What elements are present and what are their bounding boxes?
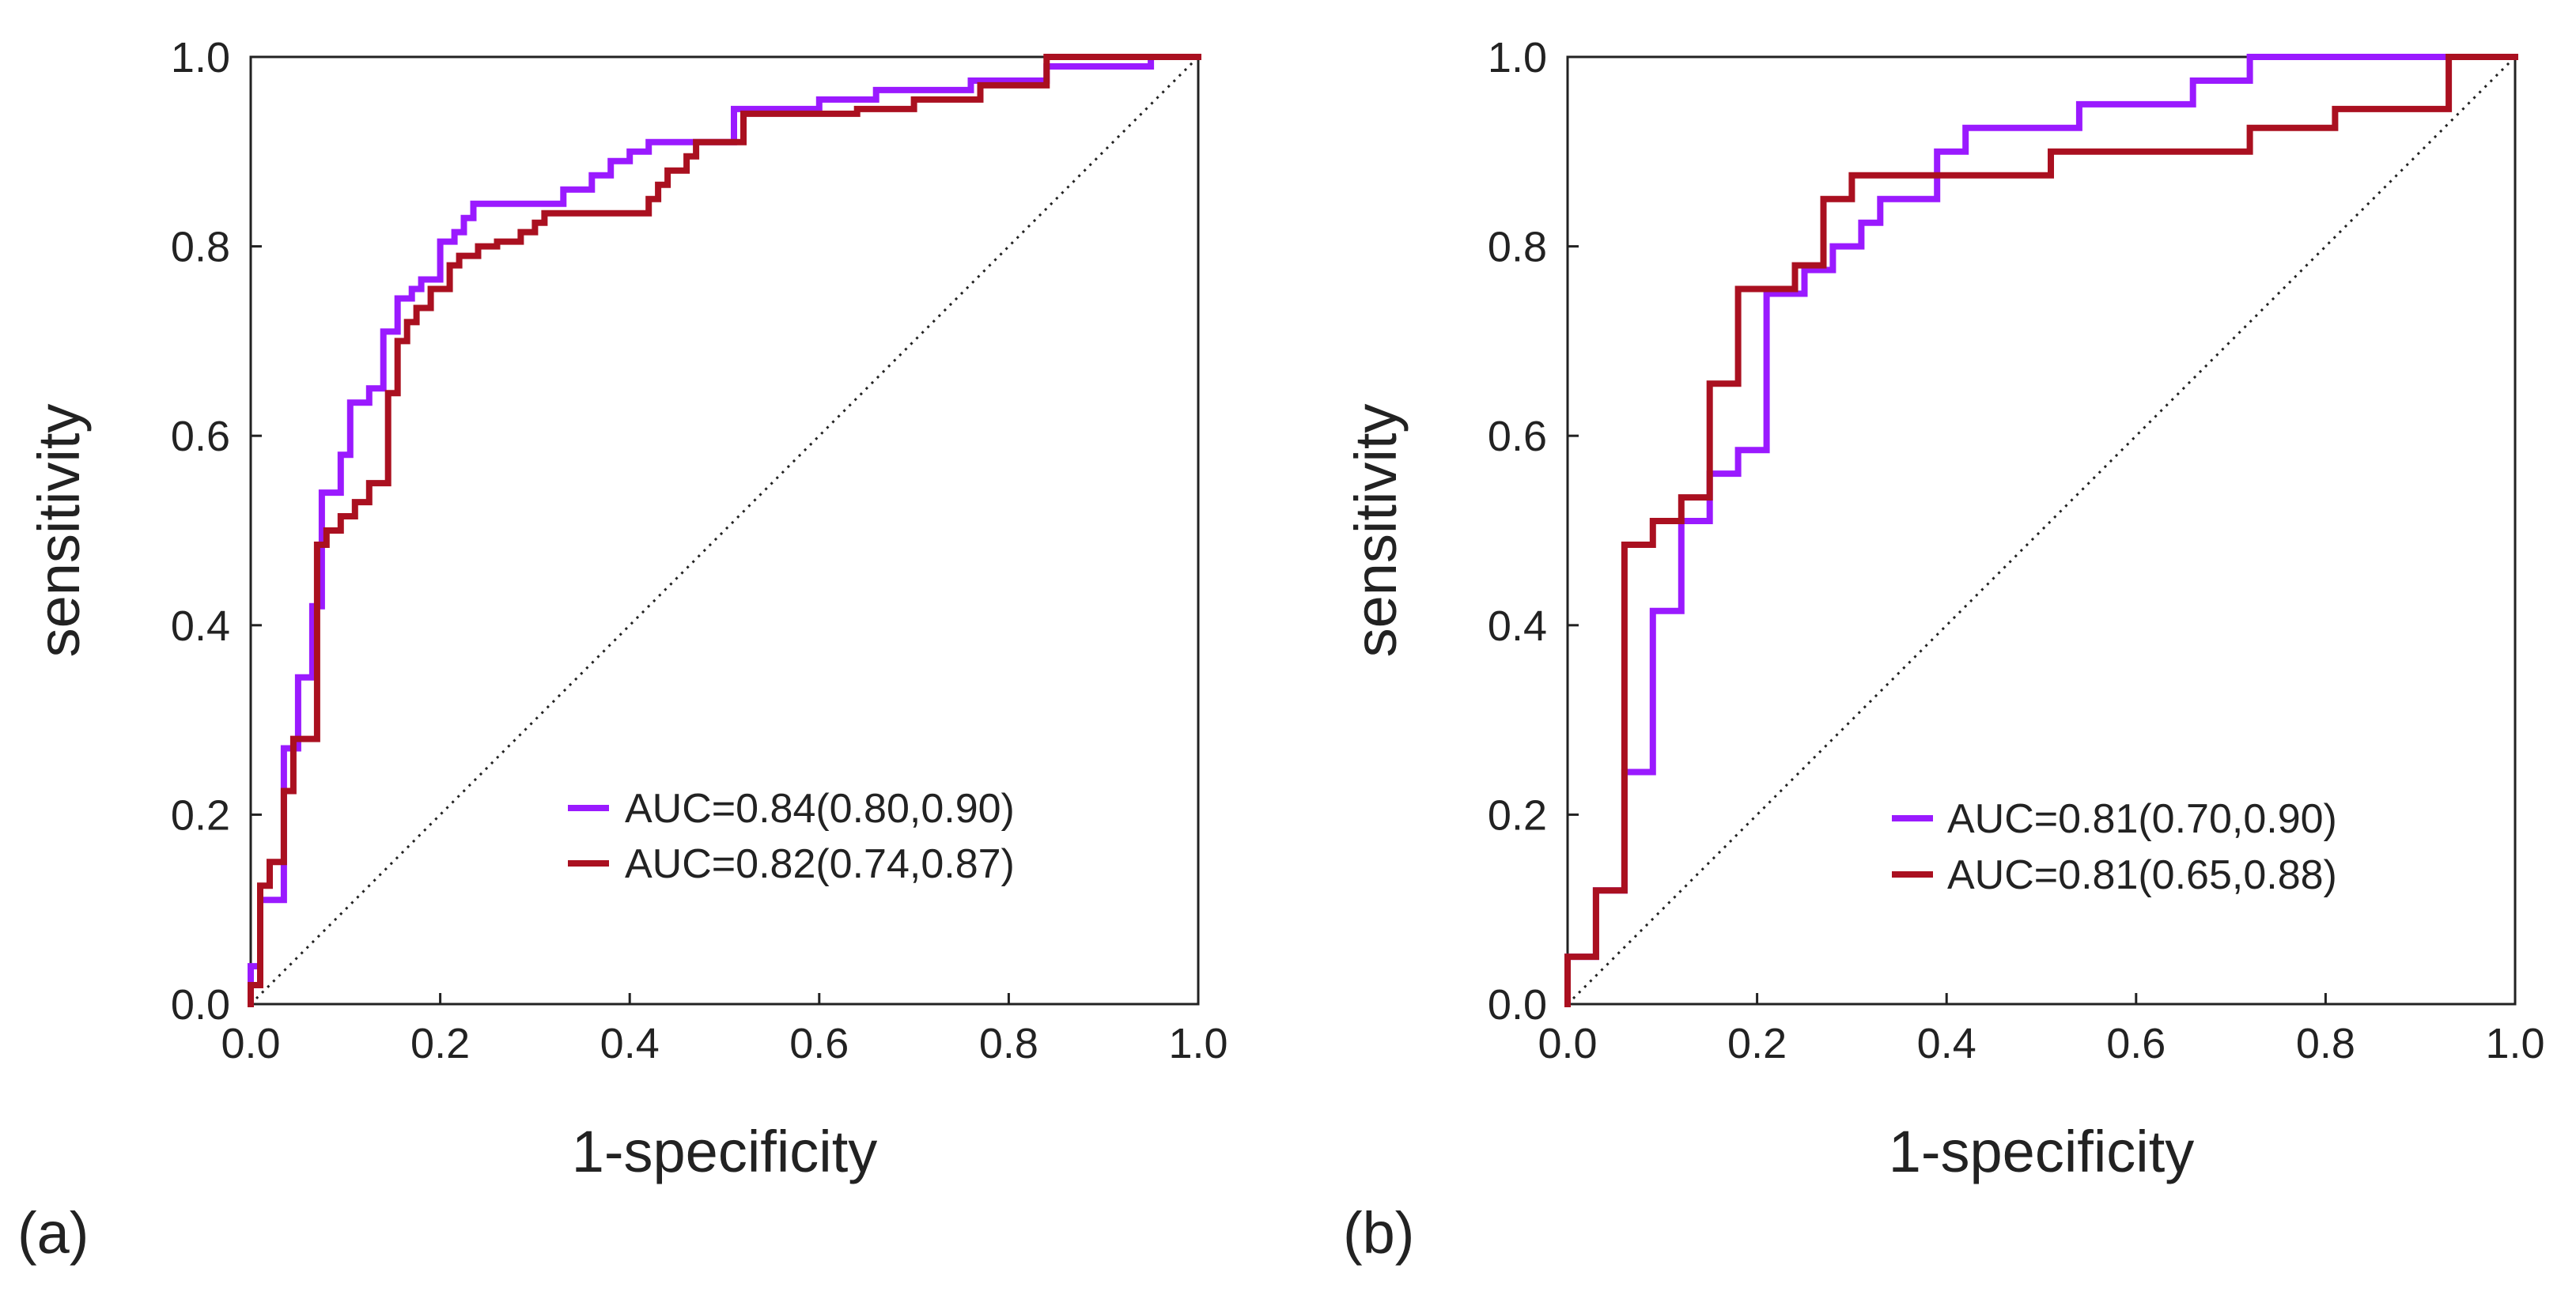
diagonal-reference-line	[1566, 55, 2517, 1006]
panel-label: (b)	[1343, 1200, 1414, 1266]
roc-curve-series-2	[248, 54, 1201, 1007]
x-tick-label: 0.0	[1538, 1020, 1597, 1067]
x-tick-label: 0.6	[2106, 1020, 2166, 1067]
y-tick-label: 0.6	[171, 413, 230, 460]
axis-ticks: 0.0 0.2 0.4 0.6 0.8 1.0 0.0 0.2 0.4 0.6 0.8 1.0	[1488, 34, 2545, 1067]
y-axis-title: sensitivity	[1343, 404, 1409, 658]
legend-label-series-2: AUC=0.81(0.65,0.88)	[1947, 852, 2337, 898]
x-tick-label: 0.8	[2296, 1020, 2355, 1067]
y-tick-label: 1.0	[171, 34, 230, 81]
y-tick-label: 0.2	[1488, 791, 1547, 839]
plot-frame	[1566, 55, 2517, 1006]
x-tick-label: 0.0	[221, 1020, 280, 1067]
legend-label-series-1: AUC=0.84(0.80,0.90)	[625, 786, 1015, 832]
x-tick-label: 0.2	[410, 1020, 470, 1067]
y-tick-label: 0.8	[1488, 224, 1547, 271]
y-tick-label: 0.0	[1488, 981, 1547, 1029]
legend-label-series-2: AUC=0.82(0.74,0.87)	[625, 841, 1015, 887]
x-tick-label: 1.0	[1168, 1020, 1227, 1067]
x-tick-label: 0.6	[789, 1020, 849, 1067]
y-tick-label: 0.6	[1488, 413, 1547, 460]
x-tick-label: 0.8	[979, 1020, 1038, 1067]
legend: AUC=0.81(0.70,0.90) AUC=0.81(0.65,0.88)	[1892, 796, 2337, 898]
legend-label-series-1: AUC=0.81(0.70,0.90)	[1947, 796, 2337, 842]
x-tick-label: 0.4	[1917, 1020, 1976, 1067]
roc-curve-series-1	[1564, 54, 2518, 1007]
series-layer	[248, 54, 1201, 1007]
roc-curve-series-2	[1564, 54, 2518, 1007]
y-tick-label: 0.4	[171, 602, 230, 650]
y-tick-label: 0.8	[171, 224, 230, 271]
y-axis-title: sensitivity	[26, 404, 92, 658]
plot-frame	[249, 55, 1200, 1006]
y-tick-label: 0.0	[171, 981, 230, 1029]
x-axis-title: 1-specificity	[572, 1119, 878, 1184]
panel-label: (a)	[17, 1200, 89, 1266]
y-tick-label: 0.4	[1488, 602, 1547, 650]
roc-panel-a: 0.0 0.2 0.4 0.6 0.8 1.0 0.0 0.2 0.4 0.6 0.8 1.0 1-s…	[17, 34, 1228, 1266]
legend: AUC=0.84(0.80,0.90) AUC=0.82(0.74,0.87)	[568, 786, 1015, 887]
y-tick-label: 0.2	[171, 791, 230, 839]
diagonal-reference-line	[249, 55, 1200, 1006]
roc-panel-b: 0.0 0.2 0.4 0.6 0.8 1.0 0.0 0.2 0.4 0.6 0.8 1.0 1-s…	[1343, 34, 2545, 1266]
series-layer	[1564, 54, 2518, 1007]
x-tick-label: 0.2	[1727, 1020, 1787, 1067]
x-tick-label: 1.0	[2485, 1020, 2544, 1067]
y-tick-label: 1.0	[1488, 34, 1547, 81]
axis-ticks: 0.0 0.2 0.4 0.6 0.8 1.0 0.0 0.2 0.4 0.6 0.8 1.0	[171, 34, 1228, 1067]
x-tick-label: 0.4	[600, 1020, 660, 1067]
x-axis-title: 1-specificity	[1889, 1119, 2195, 1184]
